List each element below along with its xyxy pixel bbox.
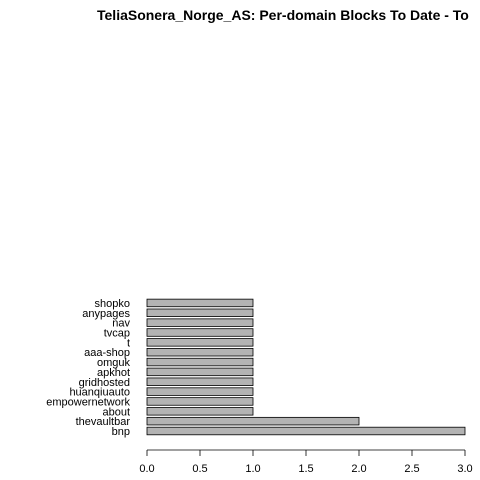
- y-label-bnp: bnp: [112, 426, 130, 438]
- y-labels-group: bnpthevaultbaraboutempowernetworkhuanqiu…: [46, 298, 130, 438]
- y-label-gridhosted: gridhosted: [79, 377, 130, 389]
- bar-tvcap: [146, 328, 254, 337]
- chart-title: TeliaSonera_Norge_AS: Per-domain Blocks …: [97, 7, 469, 23]
- y-label-apkhot: apkhot: [97, 367, 130, 379]
- bar-about: [146, 407, 254, 416]
- bar-nav: [146, 318, 254, 327]
- x-tick-label-2.5: 2.5: [404, 463, 419, 475]
- y-label-thevaultbar: thevaultbar: [76, 416, 131, 428]
- y-label-about: about: [102, 406, 130, 418]
- bar-anypages: [146, 308, 254, 317]
- y-label-omguk: omguk: [97, 357, 131, 369]
- bar-omguk: [146, 357, 254, 367]
- bar-gridhosted: [146, 377, 254, 386]
- bar-bnp: [146, 426, 466, 436]
- y-label-empowernetwork: empowernetwork: [46, 396, 130, 408]
- y-label-aaa-shop: aaa-shop: [84, 347, 130, 359]
- bar-t: [146, 338, 254, 347]
- bar-huanqiuauto: [146, 387, 254, 396]
- x-axis: 0.0 0.5 1.0 1.5 2.0 2.5 3.0: [139, 449, 473, 475]
- bar-apkhot: [146, 367, 254, 377]
- bar-thevaultbar: [146, 416, 360, 426]
- y-label-shopko: shopko: [95, 298, 130, 310]
- y-label-anypages: anypages: [82, 308, 130, 320]
- y-label-huanqiuauto: huanqiuauto: [69, 387, 130, 399]
- y-label-t: t: [127, 337, 130, 349]
- x-tick-label-1.0: 1.0: [245, 463, 260, 475]
- x-tick-label-3.0: 3.0: [457, 463, 472, 475]
- x-tick-label-2.0: 2.0: [351, 463, 366, 475]
- bar-aaa-shop: [146, 347, 254, 357]
- x-tick-label-1.5: 1.5: [298, 463, 313, 475]
- bar-shopko: [146, 298, 254, 308]
- bars-group: [146, 298, 466, 436]
- y-label-tvcap: tvcap: [104, 328, 130, 340]
- x-tick-label-0.0: 0.0: [139, 463, 154, 475]
- bar-empowernetwork: [146, 397, 254, 406]
- x-tick-label-0.5: 0.5: [192, 463, 207, 475]
- y-label-nav: nav: [112, 318, 130, 330]
